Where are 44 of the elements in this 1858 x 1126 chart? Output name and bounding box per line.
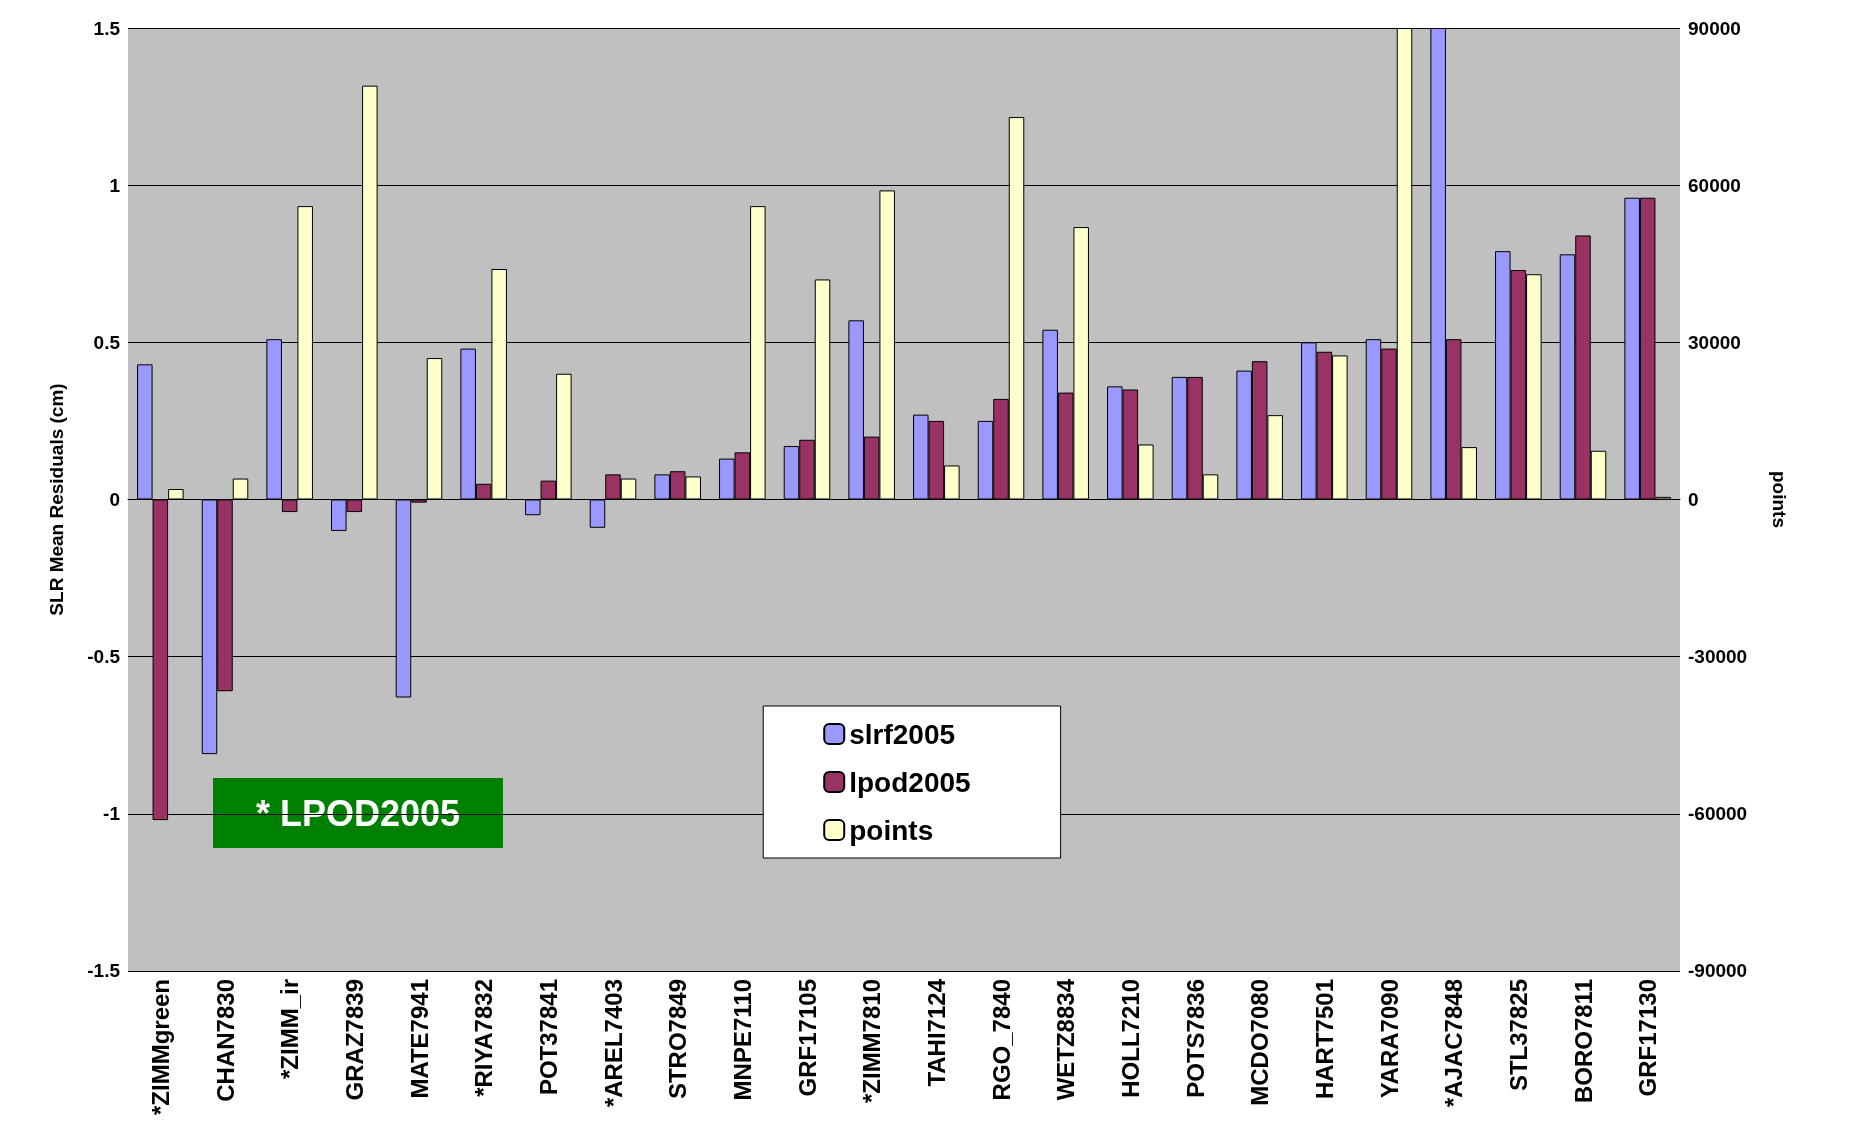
y2-tick-label: -90000 xyxy=(1688,960,1748,982)
x-tick-label: *ZIMM7810 xyxy=(858,978,886,1104)
x-tick-label: STL37825 xyxy=(1504,978,1532,1092)
x-tick-label: MATE7941 xyxy=(405,978,433,1099)
y2-tick-label: 90000 xyxy=(1688,17,1741,39)
x-tick-label: WETZ8834 xyxy=(1052,978,1080,1101)
x-tick-label: BORO7811 xyxy=(1569,978,1597,1104)
y2-tick-label: 60000 xyxy=(1688,174,1741,196)
y2-tick-label: 0 xyxy=(1688,489,1699,510)
x-tick-label: *ZIMMgreen xyxy=(146,978,174,1116)
x-tick-label: TAHI7124 xyxy=(922,978,950,1087)
x-tick-label: STRO7849 xyxy=(664,978,692,1100)
y2-tick-label: -30000 xyxy=(1688,646,1748,668)
y-tick-label: -1.5 xyxy=(87,960,121,982)
x-tick-label: POT37841 xyxy=(534,978,562,1096)
legend-label: slrf2005 xyxy=(849,718,956,750)
x-tick-label: POTS7836 xyxy=(1181,978,1209,1098)
legend-label: lpod2005 xyxy=(849,766,971,798)
legend-label: points xyxy=(849,814,934,846)
y2-tick-label: 30000 xyxy=(1688,331,1741,353)
x-tick-label: RGO_7840 xyxy=(987,978,1015,1101)
x-tick-label: *RIYA7832 xyxy=(470,978,498,1097)
x-tick-label: GRAZ7839 xyxy=(340,978,368,1101)
x-tick-label: YARA7090 xyxy=(1375,978,1403,1099)
x-tick-label: MNPE7110 xyxy=(728,978,756,1101)
x-tick-label: *ZIMM_ir xyxy=(276,978,304,1080)
x-tick-label: HART7501 xyxy=(1310,978,1338,1100)
annotation: * LPOD2005 xyxy=(255,792,461,834)
y-tick-label: 0.5 xyxy=(93,331,121,353)
x-tick-label: GRF17105 xyxy=(793,978,821,1097)
x-tick-label: *AREL7403 xyxy=(599,978,627,1108)
x-tick-label: HOLL7210 xyxy=(1116,978,1144,1098)
x-tick-label: MCDO7080 xyxy=(1246,978,1274,1106)
y-tick-label: 0 xyxy=(109,489,120,510)
y2-tick-label: -60000 xyxy=(1688,803,1748,825)
y-axis-title: SLR Mean Residuals (cm) xyxy=(46,383,67,616)
y-tick-label: 1.5 xyxy=(93,17,121,39)
x-tick-label: GRF17130 xyxy=(1634,978,1662,1097)
x-tick-label: CHAN7830 xyxy=(211,978,239,1102)
x-tick-label: *AJAC7848 xyxy=(1440,978,1468,1108)
y-tick-label: -1 xyxy=(103,803,121,825)
y2-axis-title: points xyxy=(1769,471,1790,528)
y-tick-label: 1 xyxy=(109,174,121,196)
y-tick-label: -0.5 xyxy=(87,646,121,668)
